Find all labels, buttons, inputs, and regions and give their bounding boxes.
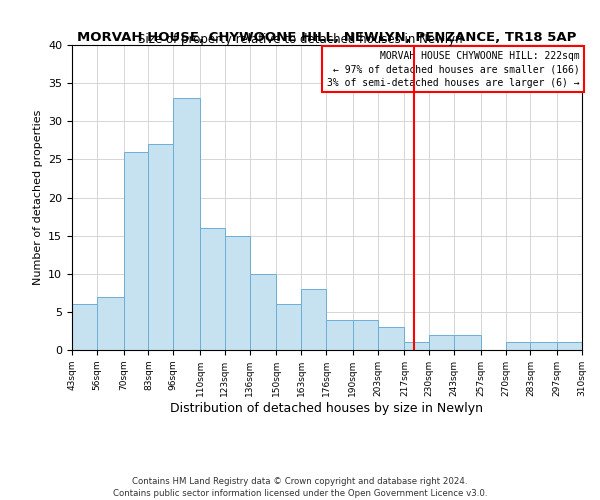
- Bar: [148, 144, 173, 350]
- Text: MORVAH HOUSE CHYWOONE HILL: 222sqm
← 97% of detached houses are smaller (166)
3%: MORVAH HOUSE CHYWOONE HILL: 222sqm ← 97%…: [327, 51, 580, 88]
- X-axis label: Distribution of detached houses by size in Newlyn: Distribution of detached houses by size …: [170, 402, 484, 414]
- Bar: [173, 98, 200, 350]
- Y-axis label: Number of detached properties: Number of detached properties: [32, 110, 43, 285]
- Bar: [404, 342, 429, 350]
- Bar: [200, 228, 225, 350]
- Bar: [429, 335, 454, 350]
- Title: MORVAH HOUSE, CHYWOONE HILL, NEWLYN, PENZANCE, TR18 5AP: MORVAH HOUSE, CHYWOONE HILL, NEWLYN, PEN…: [77, 31, 577, 44]
- Bar: [506, 342, 530, 350]
- Bar: [72, 304, 97, 350]
- Bar: [124, 152, 148, 350]
- Bar: [250, 274, 277, 350]
- Bar: [557, 342, 582, 350]
- Text: Size of property relative to detached houses in Newlyn: Size of property relative to detached ho…: [137, 32, 463, 46]
- Bar: [301, 289, 326, 350]
- Bar: [353, 320, 377, 350]
- Bar: [454, 335, 481, 350]
- Text: Contains HM Land Registry data © Crown copyright and database right 2024.
Contai: Contains HM Land Registry data © Crown c…: [113, 476, 487, 498]
- Bar: [530, 342, 557, 350]
- Bar: [277, 304, 301, 350]
- Bar: [326, 320, 353, 350]
- Bar: [377, 327, 404, 350]
- Bar: [225, 236, 250, 350]
- Bar: [97, 296, 124, 350]
